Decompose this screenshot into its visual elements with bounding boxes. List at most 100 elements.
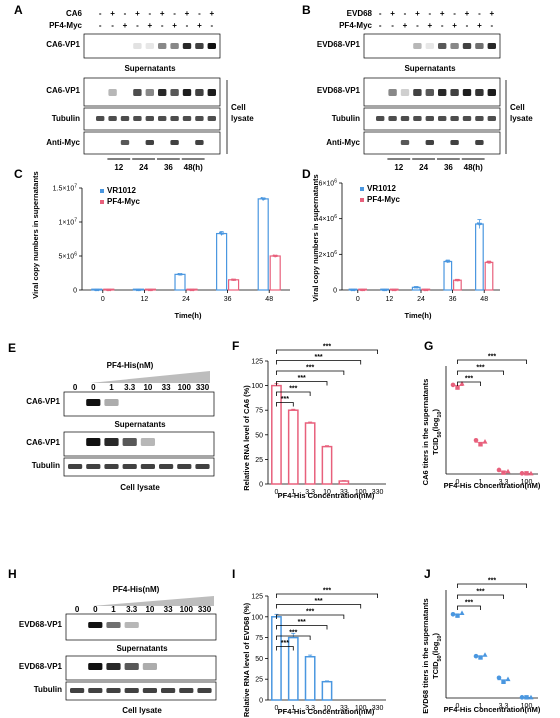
band: [425, 116, 434, 121]
band: [170, 116, 179, 121]
significance-bracket: [276, 370, 345, 375]
virus-sign: +: [415, 9, 420, 18]
band: [438, 116, 447, 121]
significance-label: ***: [465, 376, 473, 383]
bar: [228, 279, 240, 291]
x-tick-label: 0: [456, 479, 460, 486]
x-tick-label: 36: [449, 296, 457, 303]
data-point: [478, 655, 483, 660]
x-tick-label: 48: [480, 296, 488, 303]
panel-a-sup-caption: Supernatants: [124, 64, 176, 73]
pf4-sign: +: [403, 21, 408, 30]
data-point: [524, 471, 529, 476]
band: [122, 464, 137, 469]
lane-label: 100: [180, 605, 194, 614]
y-tick-label: 6×106: [318, 179, 337, 188]
band: [106, 622, 121, 628]
x-tick-label: 33: [340, 705, 348, 712]
panel-c-chart: 0 5×106 1×107 1.5×107 0 12 24 36 48 VR1012 PF4-Myc: [53, 184, 290, 303]
band: [179, 688, 194, 693]
virus-sign: -: [173, 9, 176, 18]
panel-e-lysate-row-1: CA6-VP1: [26, 438, 60, 447]
virus-sign: +: [209, 9, 214, 18]
y-tick-label: 50: [255, 432, 263, 439]
band: [68, 464, 83, 469]
virus-sign: -: [99, 9, 102, 18]
significance-bracket: [276, 604, 362, 609]
band: [182, 89, 192, 96]
panel-b-virus-signs: - + - + - + - + - +: [379, 9, 495, 18]
legend-label: VR1012: [107, 186, 136, 195]
pf4-sign: -: [210, 21, 213, 30]
band: [145, 89, 154, 96]
data-point: [221, 232, 225, 235]
pf4-sign: -: [441, 21, 444, 30]
significance-label: ***: [476, 589, 484, 596]
data-point: [457, 278, 461, 282]
bar: [174, 273, 186, 291]
panel-b-pf4-signs: - - + - + - + - + -: [379, 21, 494, 30]
band: [207, 89, 216, 96]
significance-label: ***: [314, 354, 322, 361]
virus-sign: +: [390, 9, 395, 18]
bar: [257, 198, 269, 291]
data-point: [528, 470, 534, 476]
x-tick-label: 3.3: [305, 489, 315, 496]
data-point: [97, 288, 100, 292]
panel-a-virus-signs: - + - + - + - + - +: [99, 9, 215, 18]
band: [450, 116, 459, 121]
significance-label: ***: [298, 375, 306, 382]
y-tick-label: 75: [255, 408, 263, 415]
data-point: [459, 380, 465, 386]
band: [195, 140, 204, 145]
band: [70, 688, 85, 693]
band: [108, 116, 117, 121]
x-tick-label: 24: [182, 296, 190, 303]
legend-swatch: [360, 187, 364, 191]
panel-g-ylabel-sub: TCID50(log10): [431, 409, 443, 456]
time-label: 48(h): [184, 163, 203, 172]
legend-swatch: [100, 200, 104, 204]
virus-sign: -: [148, 9, 151, 18]
time-label: 12: [114, 163, 123, 172]
pf4-sign: +: [197, 21, 202, 30]
lane-label: 1: [111, 605, 116, 614]
time-label: 36: [164, 163, 173, 172]
pf4-sign: -: [391, 21, 394, 30]
pf4-sign: +: [427, 21, 432, 30]
legend-label: PF4-Myc: [367, 195, 400, 204]
pf4-sign: -: [111, 21, 114, 30]
data-point: [455, 613, 460, 618]
significance-label: ***: [323, 588, 331, 595]
significance-label: ***: [289, 630, 297, 637]
band: [140, 438, 155, 446]
band: [425, 43, 434, 49]
virus-sign: -: [379, 9, 382, 18]
significance-bracket: [276, 381, 328, 386]
band: [124, 663, 139, 670]
lane-label: 3.3: [124, 383, 136, 392]
data-point: [192, 288, 195, 292]
x-tick-label: 10: [323, 489, 331, 496]
significance-bracket: [457, 594, 504, 599]
band: [142, 688, 157, 693]
bar: [338, 480, 350, 485]
data-point: [448, 260, 451, 263]
lane-label: 330: [196, 383, 210, 392]
time-label: 24: [139, 163, 148, 172]
time-label: 36: [444, 163, 453, 172]
data-point: [519, 471, 525, 476]
data-point: [496, 675, 502, 681]
data-point: [459, 610, 465, 615]
pf4-sign: -: [161, 21, 164, 30]
x-tick-label: 10: [323, 705, 331, 712]
panel-i-letter: I: [232, 567, 235, 581]
band: [133, 89, 142, 96]
panel-g: G CA6 titers in the supernatants TCID50(…: [421, 339, 541, 490]
x-tick-label: 48: [265, 296, 273, 303]
panel-h-letter: H: [8, 567, 17, 581]
panel-b-lysate-row-3: Anti-Myc: [326, 138, 360, 147]
band: [145, 43, 154, 49]
